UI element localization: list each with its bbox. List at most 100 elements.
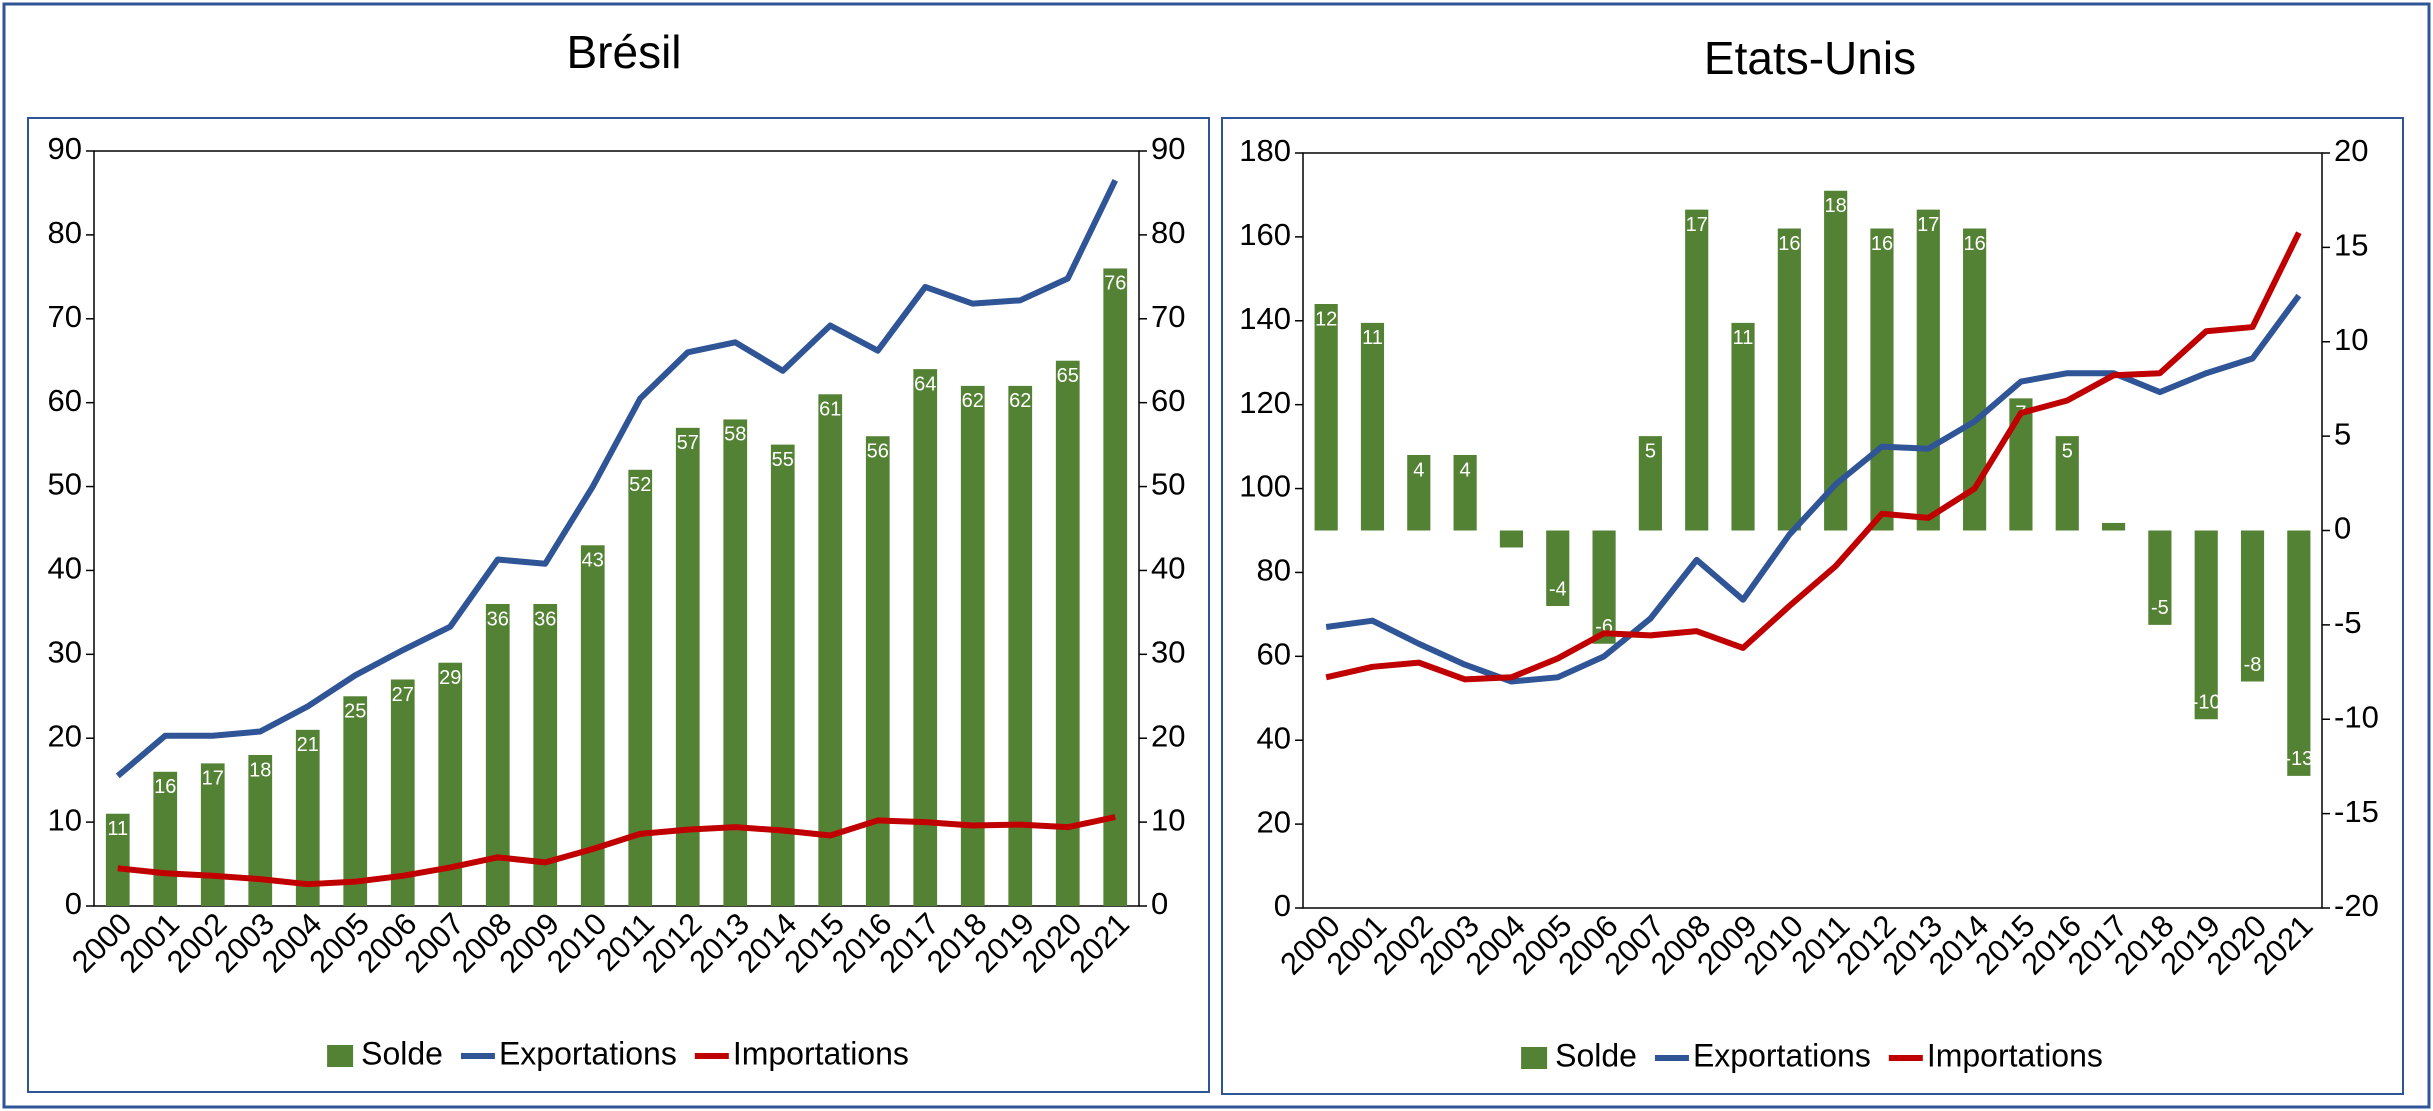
y2-tick-label: 20: [2334, 133, 2368, 168]
bar: [580, 545, 605, 906]
y2-tick-label: 0: [1151, 886, 1168, 921]
value-label: 17: [1917, 214, 1939, 236]
value-label: 18: [1825, 195, 1847, 217]
y-tick-label: 40: [48, 551, 82, 586]
bar: [2240, 530, 2265, 682]
value-label: 11: [1362, 327, 1383, 349]
bar: [2287, 530, 2311, 776]
value-label: 16: [154, 776, 176, 798]
panel-frame: [1221, 117, 2404, 1095]
legend-label: Importations: [1927, 1037, 2103, 1073]
bar: [1008, 385, 1033, 906]
value-label: 55: [772, 449, 794, 471]
value-label: 64: [914, 373, 936, 395]
value-label: 5: [1645, 440, 1656, 462]
value-label: 16: [1871, 233, 1893, 255]
y-tick-label: 70: [48, 299, 82, 334]
bar: [1963, 228, 1987, 531]
y2-tick-label: -5: [2334, 605, 2362, 640]
y2-tick-label: 10: [2334, 322, 2368, 357]
bar: [2009, 398, 2033, 531]
bar: [913, 369, 938, 907]
bar: [200, 763, 225, 906]
y2-tick-label: -20: [2334, 888, 2379, 923]
value-label: 52: [629, 474, 651, 496]
bar: [1360, 322, 1385, 531]
y-tick-label: 100: [1239, 469, 1291, 504]
y-tick-label: 160: [1239, 217, 1291, 252]
value-label: 4: [1413, 459, 1424, 481]
y-tick-label: 120: [1239, 385, 1291, 420]
value-label: 18: [249, 759, 271, 781]
bar: [1453, 455, 1477, 531]
y2-tick-label: -15: [2334, 794, 2379, 829]
legend: Solde Exportations Importations: [1521, 1037, 2103, 1073]
y-tick-label: 20: [48, 718, 82, 753]
value-label: 27: [392, 684, 414, 706]
y2-tick-label: 40: [1151, 551, 1185, 586]
value-label: 17: [202, 768, 224, 790]
bar: [438, 662, 463, 906]
value-label: -5: [2151, 597, 2169, 619]
y2-tick-label: 70: [1151, 299, 1185, 334]
bar: [343, 696, 368, 906]
value-label: -4: [1549, 578, 1567, 600]
value-label: 62: [1009, 390, 1031, 412]
value-label: 58: [724, 424, 746, 446]
y2-tick-label: 90: [1151, 131, 1185, 166]
value-label: 25: [344, 701, 366, 723]
value-label: 76: [1104, 273, 1126, 295]
bar: [533, 604, 558, 906]
bar: [1592, 530, 1616, 644]
legend-label: Solde: [1555, 1037, 1637, 1073]
bar: [818, 394, 843, 906]
value-label: -8: [2244, 654, 2262, 676]
bar: [675, 427, 700, 906]
chart-title: Etats-Unis: [1704, 32, 1916, 84]
y-tick-label: 80: [1257, 553, 1291, 588]
y-tick-label: 50: [48, 467, 82, 502]
value-label: 43: [582, 550, 604, 572]
y-tick-label: 30: [48, 635, 82, 670]
bar: [1546, 530, 1570, 606]
bar: [390, 679, 415, 906]
bar: [1499, 530, 1524, 548]
y2-tick-label: -10: [2334, 699, 2379, 734]
legend-label: Exportations: [1693, 1037, 1871, 1073]
bar: [1777, 228, 1801, 531]
bar: [1870, 228, 1894, 531]
panel-frame: [27, 117, 1210, 1093]
bar: [1824, 190, 1848, 531]
bar: [628, 469, 653, 906]
y-tick-label: 60: [1257, 637, 1291, 672]
bar: [960, 385, 985, 906]
value-label: 16: [1778, 233, 1800, 255]
bar: [1731, 322, 1755, 531]
legend: Solde Exportations Importations: [327, 1035, 909, 1071]
y2-tick-label: 50: [1151, 467, 1185, 502]
value-label: 62: [962, 390, 984, 412]
bar: [2148, 530, 2172, 625]
y-tick-label: 20: [1257, 804, 1291, 839]
y2-tick-label: 15: [2334, 228, 2368, 263]
y2-tick-label: 20: [1151, 718, 1185, 753]
y-tick-label: 40: [1257, 720, 1291, 755]
line: [1325, 293, 2302, 685]
bar: [485, 604, 510, 906]
bar: [723, 419, 748, 906]
legend-label: Exportations: [499, 1035, 677, 1071]
legend-swatch: [327, 1045, 354, 1067]
y-tick-label: 0: [65, 886, 82, 921]
value-label: 11: [1733, 327, 1754, 349]
value-label: 17: [1686, 214, 1708, 236]
y2-tick-label: 30: [1151, 635, 1185, 670]
bar: [1638, 436, 1662, 531]
y-tick-label: 10: [48, 802, 82, 837]
value-label: 5: [2062, 440, 2073, 462]
value-label: 57: [677, 432, 699, 454]
y-tick-label: 80: [48, 215, 82, 250]
value-label: 12: [1315, 308, 1337, 330]
y-tick-label: 180: [1239, 133, 1291, 168]
